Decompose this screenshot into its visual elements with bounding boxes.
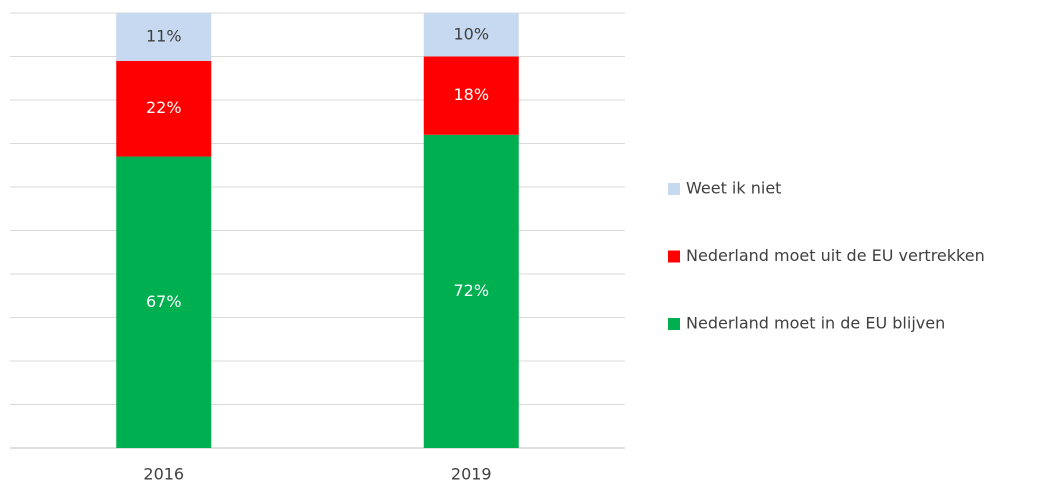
legend-label: Nederland moet uit de EU vertrekken [686, 246, 985, 265]
data-label: 10% [453, 24, 489, 43]
legend-label: Weet ik niet [686, 179, 781, 198]
bar-segment [116, 156, 212, 449]
bar-segment [423, 13, 519, 57]
bar-segment [116, 60, 212, 157]
legend-swatch [668, 250, 680, 263]
data-label: 11% [146, 26, 182, 45]
bar-segment [423, 56, 519, 135]
bar-segment [116, 13, 212, 61]
data-label: 72% [453, 281, 489, 300]
legend-swatch [668, 183, 680, 195]
data-label: 67% [146, 292, 182, 311]
legend-swatch [668, 318, 680, 330]
legend-label: Nederland moet in de EU blijven [686, 314, 945, 333]
data-label: 18% [453, 85, 489, 104]
x-tick-label: 2016 [143, 465, 184, 484]
x-tick-label: 2019 [451, 465, 492, 484]
data-label: 22% [146, 98, 182, 117]
bar-segment [423, 134, 519, 449]
